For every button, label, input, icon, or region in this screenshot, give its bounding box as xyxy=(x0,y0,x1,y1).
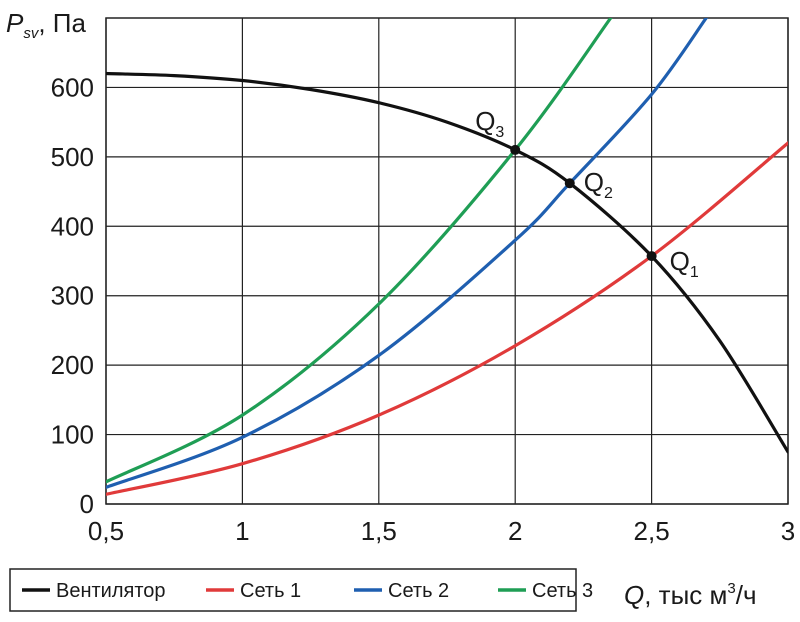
x-tick-labels: 0,5 1 1,5 2 2,5 3 xyxy=(88,516,795,546)
y-tick-label: 600 xyxy=(51,72,94,102)
x-tick-label: 2 xyxy=(508,516,522,546)
series-line-1 xyxy=(106,141,788,496)
y-axis-unit: , Па xyxy=(38,8,86,38)
legend-label: Сеть 3 xyxy=(532,580,593,602)
legend-label: Сеть 2 xyxy=(388,580,449,602)
legend-label: Сеть 1 xyxy=(240,580,301,602)
series-line-2 xyxy=(106,18,708,489)
x-tick-label: 0,5 xyxy=(88,516,124,546)
legend-label: Вентилятор xyxy=(56,580,166,602)
operating-point-marker xyxy=(564,178,575,189)
x-axis-unit-tail: /ч xyxy=(736,580,757,610)
operating-point-label: Q1 xyxy=(670,246,699,281)
x-tick-label: 1 xyxy=(235,516,249,546)
operating-point-label: Q2 xyxy=(584,167,613,202)
operating-point-marker xyxy=(646,251,657,262)
legend-items: Вентилятор Сеть 1 Сеть 2 Сеть 3 xyxy=(22,580,593,602)
x-tick-label: 1,5 xyxy=(361,516,397,546)
series-lines xyxy=(106,18,788,496)
x-tick-label: 3 xyxy=(781,516,795,546)
y-tick-labels: 0 100 200 300 400 500 600 xyxy=(51,72,94,519)
series-line-0 xyxy=(106,71,788,454)
operating-point-label: Q3 xyxy=(475,106,504,141)
x-axis-superscript: 3 xyxy=(727,580,735,597)
y-tick-label: 100 xyxy=(51,420,94,450)
y-tick-label: 400 xyxy=(51,211,94,241)
plot-frame xyxy=(105,17,789,505)
y-axis-title: Psv, Па xyxy=(6,8,86,42)
x-axis-unit: , тыс м xyxy=(644,580,727,610)
x-axis-title: Q, тыс м3/ч xyxy=(624,580,757,610)
y-tick-label: 500 xyxy=(51,142,94,172)
x-axis-symbol: Q xyxy=(624,580,644,610)
legend: Вентилятор Сеть 1 Сеть 2 Сеть 3 xyxy=(9,568,593,612)
x-tick-label: 2,5 xyxy=(634,516,670,546)
legend-box xyxy=(9,568,577,612)
y-axis-subscript: sv xyxy=(23,25,40,42)
grid xyxy=(105,18,789,505)
y-axis-symbol: P xyxy=(6,8,24,38)
y-tick-label: 300 xyxy=(51,281,94,311)
y-tick-label: 200 xyxy=(51,350,94,380)
series-line-3 xyxy=(106,18,613,484)
operating-points: Q3 Q2 Q1 xyxy=(475,106,699,281)
operating-point-marker xyxy=(510,144,521,155)
y-tick-label: 0 xyxy=(80,489,94,519)
